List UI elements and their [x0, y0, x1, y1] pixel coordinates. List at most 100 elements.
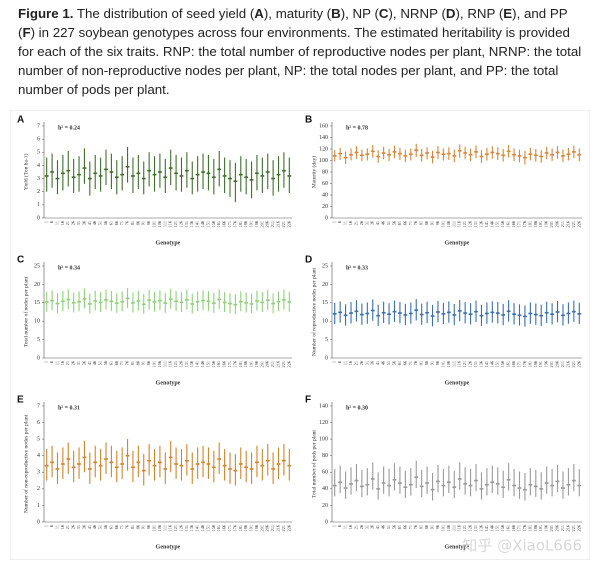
- median: [446, 481, 451, 484]
- x-tick-label: 71: [119, 525, 124, 529]
- median: [506, 310, 511, 313]
- median: [66, 169, 71, 172]
- x-tick-label: 91: [430, 221, 435, 225]
- x-tick-label: 41: [375, 361, 380, 365]
- median: [566, 153, 571, 155]
- median: [479, 314, 484, 317]
- x-tick-label: 61: [108, 525, 113, 529]
- x-tick-label: 216: [565, 360, 570, 367]
- median: [131, 302, 135, 304]
- x-tick-label: 46: [92, 360, 97, 365]
- median: [495, 312, 500, 314]
- figure-frame: [10, 110, 590, 560]
- median: [398, 152, 402, 155]
- x-tick-label: 111: [162, 361, 167, 367]
- y-axis-label: Total number of pods per plant: [310, 430, 317, 498]
- x-tick-label: 16: [60, 524, 65, 529]
- median: [463, 152, 468, 154]
- x-tick-label: 66: [114, 360, 119, 365]
- x-tick-label: 111: [451, 361, 456, 367]
- median: [276, 173, 281, 176]
- median: [77, 300, 81, 303]
- x-tick-label: 126: [468, 220, 473, 227]
- median: [484, 312, 489, 315]
- median: [217, 458, 222, 460]
- x-tick-label: 111: [451, 221, 456, 227]
- median: [577, 153, 582, 156]
- median: [359, 485, 364, 488]
- median: [179, 464, 184, 467]
- median: [201, 461, 205, 464]
- x-tick-label: 151: [205, 361, 210, 367]
- median: [228, 177, 232, 180]
- median: [60, 172, 65, 175]
- x-tick-label: 226: [576, 220, 581, 227]
- x-tick-label: 96: [435, 220, 440, 225]
- x-tick-label: 76: [125, 360, 130, 365]
- median: [332, 313, 337, 315]
- median: [136, 461, 141, 464]
- median: [468, 484, 473, 487]
- x-tick-label: 156: [500, 220, 505, 227]
- median: [359, 313, 364, 316]
- median: [114, 176, 119, 179]
- y-tick-label: 60: [322, 470, 328, 476]
- y-tick-label: 1: [37, 202, 40, 208]
- median: [484, 153, 489, 155]
- x-tick-label: 86: [135, 360, 140, 365]
- x-tick-label: 191: [249, 525, 254, 531]
- median: [550, 313, 555, 316]
- x-tick-label: 51: [98, 525, 103, 529]
- median: [228, 468, 232, 470]
- x-tick-label: 26: [359, 524, 364, 529]
- x-tick-label: 151: [495, 221, 500, 227]
- x-tick-label: 211: [270, 525, 275, 531]
- median: [77, 463, 81, 465]
- x-tick-label: 61: [397, 525, 402, 529]
- x-tick-label: 6: [337, 360, 342, 363]
- median: [555, 311, 560, 313]
- median: [387, 153, 391, 156]
- median: [338, 311, 343, 314]
- median: [87, 303, 92, 305]
- x-tick-label: 146: [200, 524, 205, 531]
- median: [179, 301, 184, 304]
- x-tick-label: 191: [538, 361, 543, 367]
- x-tick-label: 31: [76, 525, 81, 529]
- median: [287, 175, 292, 177]
- median: [131, 466, 135, 469]
- caption-bold: D: [445, 6, 456, 21]
- median: [446, 311, 451, 314]
- x-tick-label: 71: [408, 525, 413, 529]
- median: [265, 299, 270, 302]
- x-tick-label: 141: [484, 361, 489, 367]
- x-tick-label: 36: [81, 220, 86, 225]
- x-tick-label: 126: [178, 220, 183, 227]
- median: [125, 165, 130, 168]
- x-tick-label: 36: [81, 360, 86, 365]
- caption-bold: B: [331, 6, 341, 21]
- caption-text: ) in 227 soybean genotypes across four e…: [18, 25, 582, 97]
- x-tick-label: 221: [571, 221, 576, 227]
- panel-label: A: [17, 115, 24, 126]
- median: [98, 301, 103, 304]
- median: [419, 154, 424, 157]
- x-tick-label: 216: [565, 220, 570, 227]
- median: [539, 155, 544, 158]
- x-tick-label: 166: [511, 524, 516, 531]
- y-tick-label: 3: [37, 470, 40, 476]
- median: [50, 461, 54, 464]
- y-tick-label: 100: [319, 158, 328, 164]
- x-tick-label: 56: [103, 360, 108, 365]
- median: [184, 299, 189, 301]
- caption-bold: A: [254, 6, 264, 21]
- x-tick-label: 101: [152, 525, 157, 531]
- median: [282, 459, 286, 462]
- x-tick-label: 51: [98, 361, 103, 365]
- median: [533, 154, 538, 157]
- median: [387, 313, 391, 316]
- x-tick-label: 191: [249, 361, 254, 367]
- x-tick-label: 16: [60, 220, 65, 225]
- x-tick-label: 131: [473, 361, 478, 367]
- median: [403, 155, 408, 157]
